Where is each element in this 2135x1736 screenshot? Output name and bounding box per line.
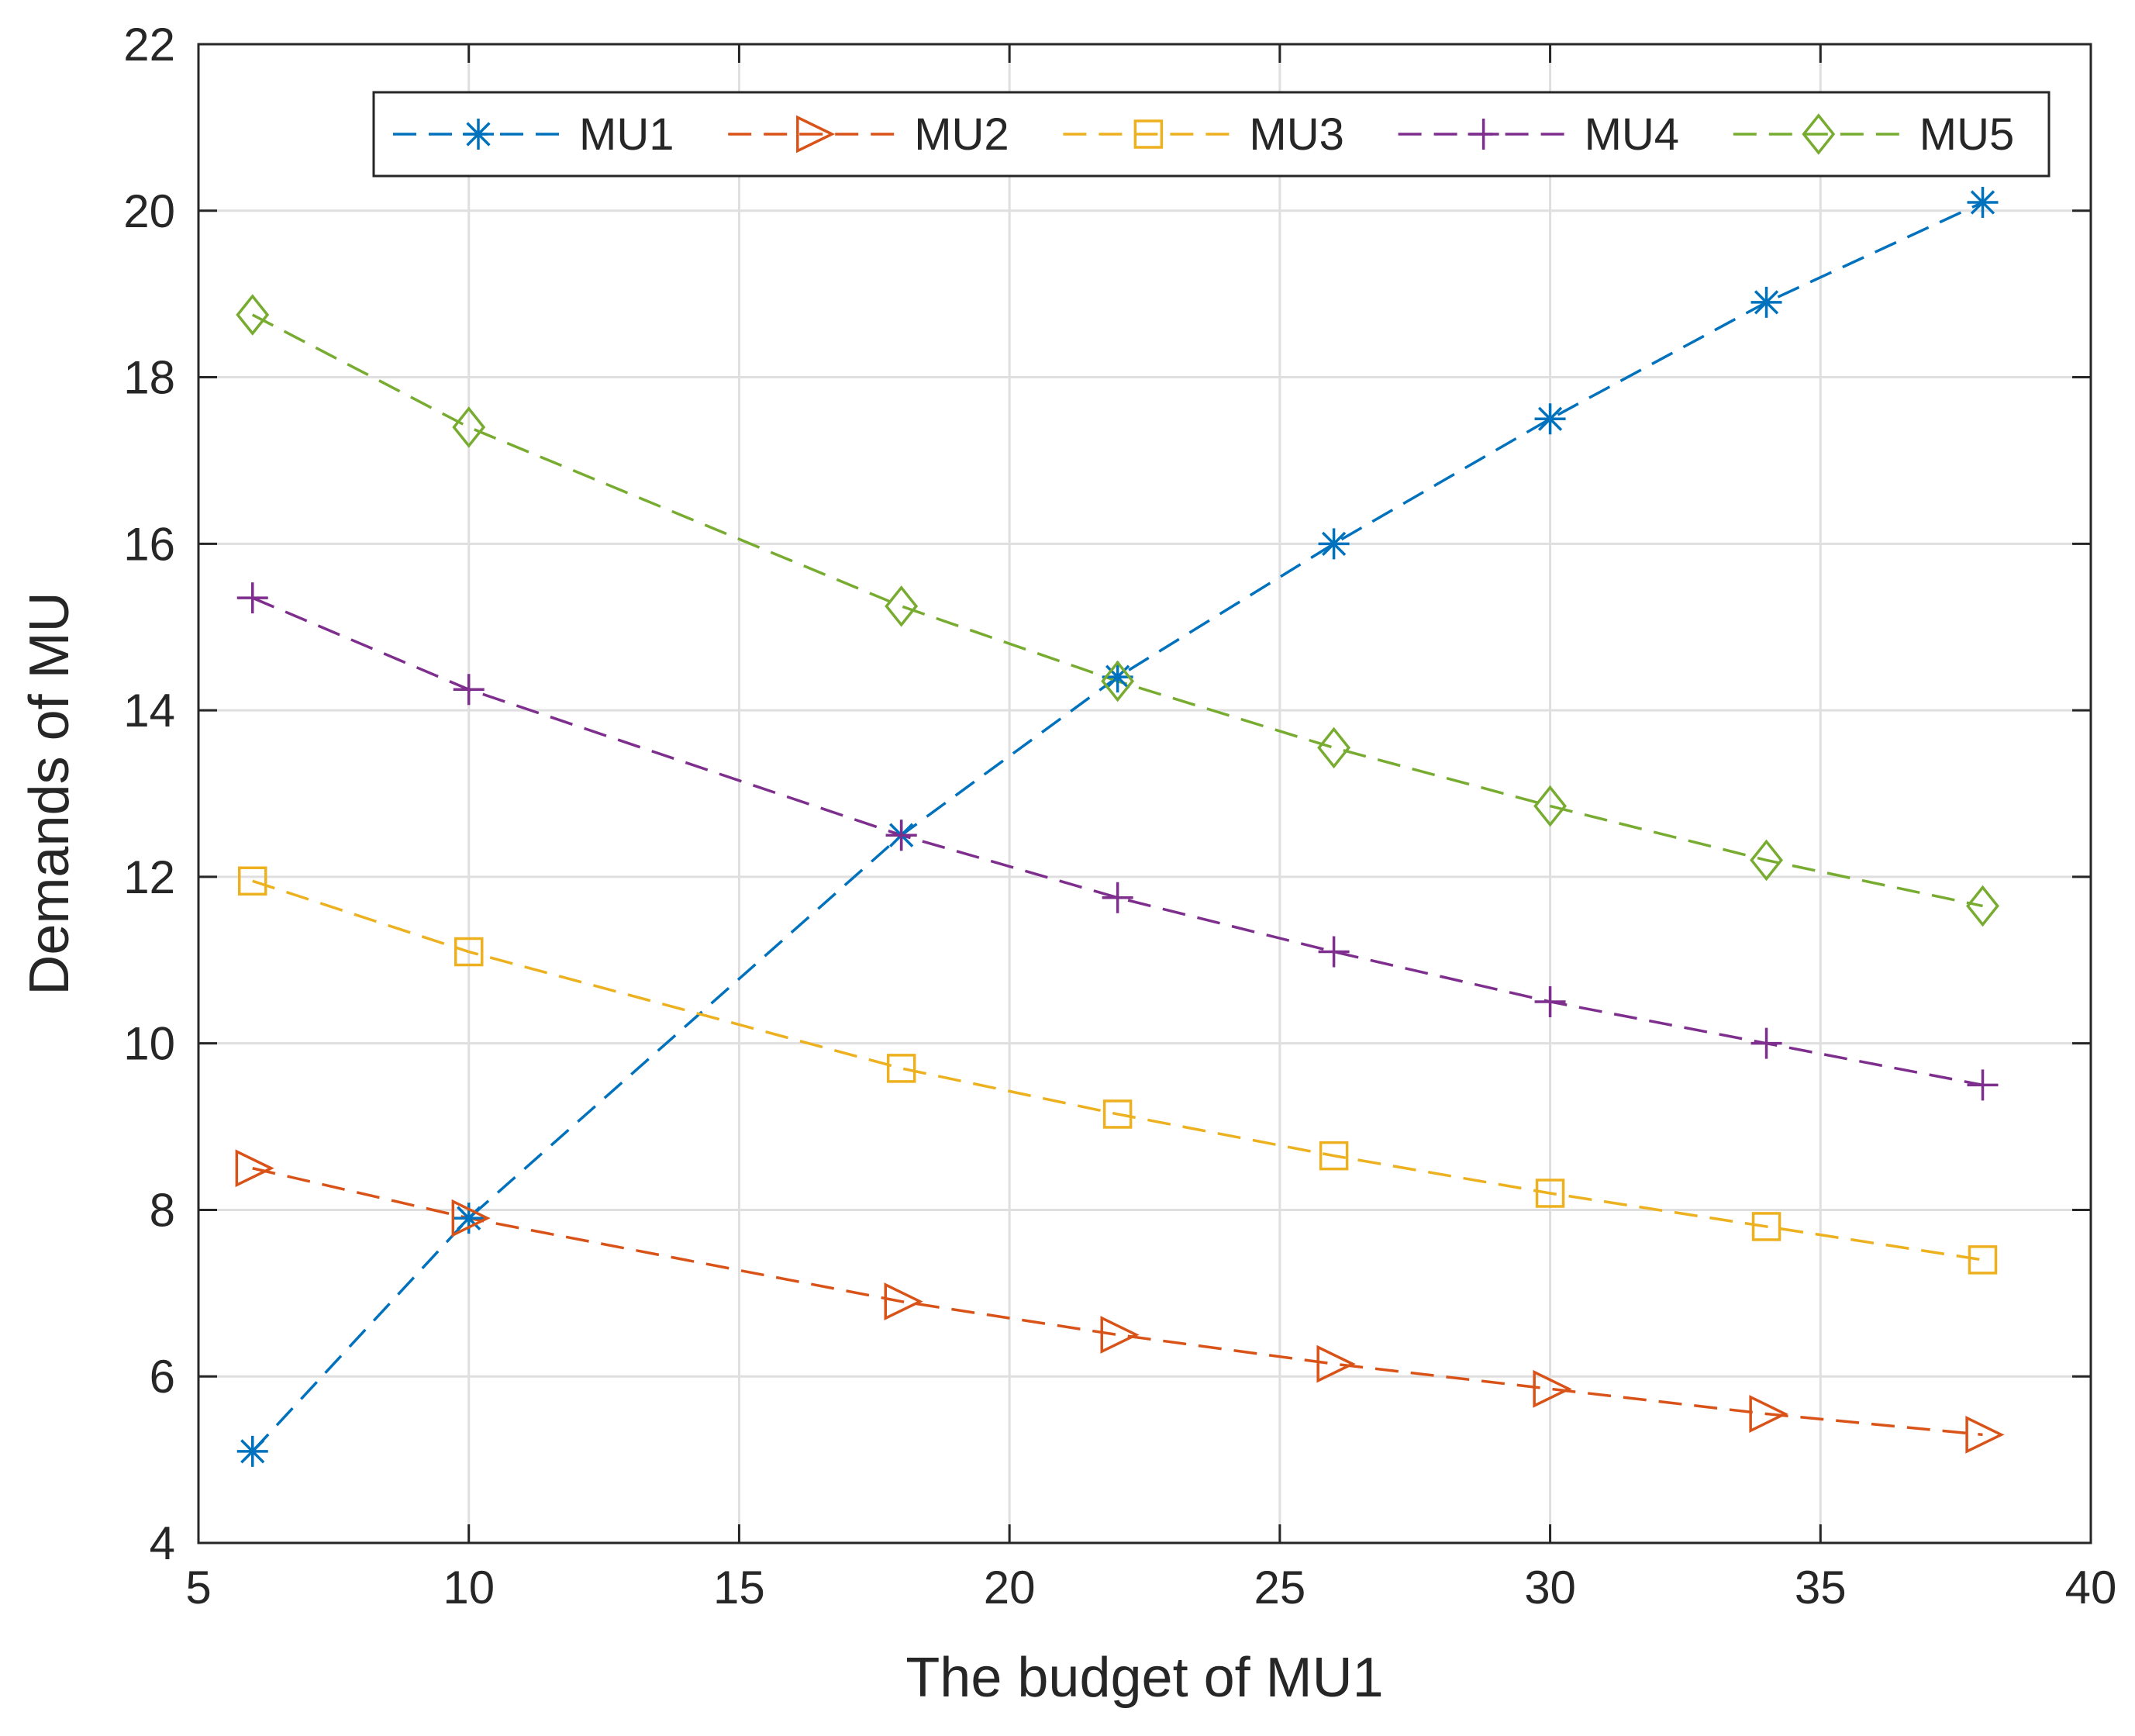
y-tick-label: 4 xyxy=(150,1517,175,1569)
data-point-mu4 xyxy=(1534,985,1566,1017)
y-tick-label: 22 xyxy=(123,19,175,71)
data-point-mu5 xyxy=(885,585,919,627)
data-point-mu2 xyxy=(1533,1369,1572,1408)
data-point-mu2 xyxy=(451,1199,491,1237)
data-point-mu1 xyxy=(1750,286,1782,318)
y-tick-label: 10 xyxy=(123,1018,175,1070)
legend-label: MU4 xyxy=(1585,109,1679,160)
plot-area-frame xyxy=(197,43,2092,1544)
data-point-mu3 xyxy=(237,866,267,896)
series-line-mu4 xyxy=(252,596,1983,1087)
data-point-mu1 xyxy=(453,1203,485,1234)
axis-ticks xyxy=(197,43,2092,1544)
y-tick-label: 8 xyxy=(150,1184,175,1236)
legend-item-mu2: MU2 xyxy=(728,109,1009,160)
data-point-mu4 xyxy=(885,820,917,851)
data-point-mu2 xyxy=(884,1282,923,1320)
legend-label: MU2 xyxy=(914,109,1009,160)
legend-item-mu5: MU5 xyxy=(1733,109,2014,160)
data-point-mu4 xyxy=(1967,1069,1999,1101)
y-tick-label: 16 xyxy=(123,518,175,570)
series-line-mu3 xyxy=(252,879,1983,1261)
data-point-mu3 xyxy=(1319,1141,1349,1171)
data-point-mu5 xyxy=(1101,660,1135,702)
grid-lines xyxy=(198,44,2091,1543)
x-tick-label: 20 xyxy=(984,1562,1036,1613)
data-point-mu4 xyxy=(236,582,268,614)
y-tick-label: 20 xyxy=(123,185,175,237)
y-tick-label: 18 xyxy=(123,352,175,404)
x-tick-label: 40 xyxy=(2065,1562,2117,1613)
data-point-mu5 xyxy=(1750,839,1783,882)
data-point-mu4 xyxy=(1102,882,1133,913)
data-point-mu5 xyxy=(452,406,486,448)
y-tick-label: 6 xyxy=(150,1351,175,1403)
y-tick-label: 12 xyxy=(123,851,175,903)
data-point-mu4 xyxy=(1318,936,1350,968)
data-point-mu2 xyxy=(1965,1415,2005,1454)
legend-swatch-marker xyxy=(796,115,836,154)
x-tick-label: 15 xyxy=(713,1562,765,1613)
data-point-mu3 xyxy=(1968,1245,1998,1275)
data-point-mu3 xyxy=(1751,1212,1781,1241)
legend-item-mu3: MU3 xyxy=(1063,109,1344,160)
data-point-mu1 xyxy=(1318,528,1350,560)
data-point-mu1 xyxy=(1534,403,1566,435)
data-point-mu2 xyxy=(1749,1395,1788,1433)
data-markers xyxy=(235,187,2005,1467)
x-tick-label: 35 xyxy=(1795,1562,1847,1613)
x-tick-label: 30 xyxy=(1524,1562,1576,1613)
data-point-mu1 xyxy=(236,1435,268,1467)
data-point-mu3 xyxy=(1102,1099,1133,1129)
legend-item-mu4: MU4 xyxy=(1398,109,1679,160)
data-point-mu1 xyxy=(1102,661,1133,693)
legend-item-mu1: MU1 xyxy=(393,109,674,160)
series-lines xyxy=(251,201,1984,1453)
data-point-mu2 xyxy=(1316,1344,1356,1383)
data-point-mu1 xyxy=(1967,187,1999,219)
legend-items: MU1 MU2 MU3 MU4 MU5 xyxy=(393,109,2014,160)
y-axis-title: Demands of MU xyxy=(19,592,81,995)
x-axis-title: The budget of MU1 xyxy=(905,1647,1383,1709)
legend-label: MU3 xyxy=(1249,109,1343,160)
series-line-mu1 xyxy=(251,201,1984,1453)
data-point-mu4 xyxy=(1750,1027,1782,1059)
data-point-mu2 xyxy=(1100,1316,1140,1354)
series-line-mu2 xyxy=(252,1167,1983,1437)
data-point-mu5 xyxy=(236,294,270,336)
x-tick-label: 5 xyxy=(185,1562,211,1613)
tick-labels: 5 10 15 20 25 30 35 40 4 6 8 10 12 14 16 18 20 22 xyxy=(123,19,2116,1613)
legend-swatch-marker xyxy=(463,119,494,150)
x-tick-label: 25 xyxy=(1254,1562,1305,1613)
x-tick-label: 10 xyxy=(443,1562,495,1613)
legend-swatch-marker xyxy=(1802,113,1836,155)
data-point-mu3 xyxy=(1535,1179,1565,1208)
data-point-mu5 xyxy=(1966,885,1999,927)
legend-label: MU5 xyxy=(1919,109,2014,160)
data-point-mu3 xyxy=(454,937,484,967)
data-point-mu5 xyxy=(1317,726,1351,769)
data-point-mu4 xyxy=(453,674,485,706)
data-point-mu2 xyxy=(235,1149,274,1188)
legend-swatch-marker xyxy=(1133,119,1164,149)
legend: MU1 MU2 MU3 MU4 MU5 xyxy=(372,91,2050,178)
y-tick-label: 14 xyxy=(123,685,175,737)
data-point-mu3 xyxy=(886,1054,916,1083)
data-point-mu5 xyxy=(1533,785,1568,827)
legend-swatch-marker xyxy=(1468,119,1499,150)
legend-label: MU1 xyxy=(579,109,674,160)
series-line-mu5 xyxy=(251,313,1983,908)
